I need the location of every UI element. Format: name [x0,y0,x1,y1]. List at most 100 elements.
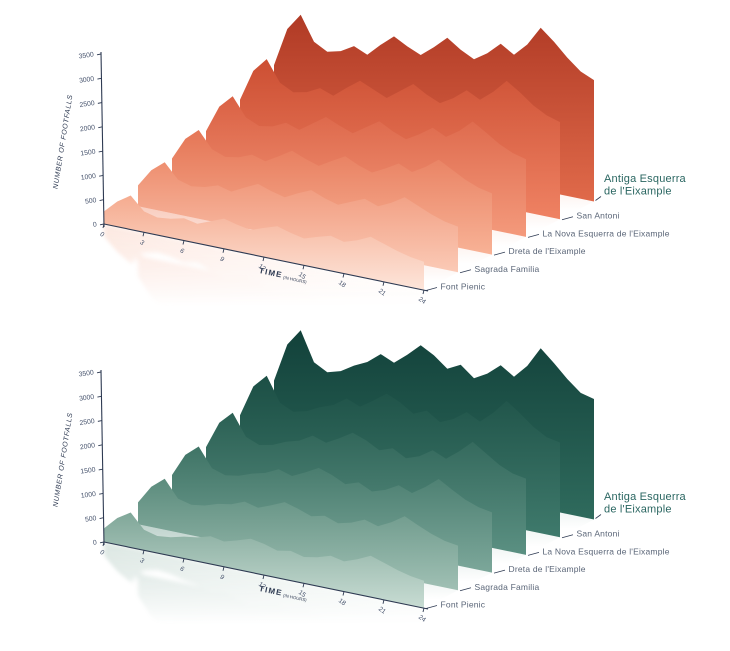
y-tick-label: 0 [93,221,98,228]
y-tick-label: 3500 [78,369,94,378]
x-tick [302,265,305,270]
y-tick-label: 1500 [80,149,96,158]
x-tick [182,240,185,245]
y-tick [97,102,102,104]
series-label-la-nova-esquerra-de-l-eixample: La Nova Esquerra de l'Eixample [543,546,670,556]
x-tick-label: 9 [218,256,225,264]
y-tick-label: 500 [85,515,97,524]
leader-line-la-nova-esquerra-de-l-eixample [527,552,540,556]
x-tick [302,583,305,588]
x-tick-label: 3 [138,557,145,565]
leader-line-dreta-de-l-eixample [493,251,506,256]
leader-line-sagrada-familia [459,269,472,274]
leader-line-sagrada-familia [459,587,472,592]
x-tick-label: 21 [377,288,387,298]
x-axis [103,223,429,292]
series-label-antiga-esquerra-de-l-eixample: de l'Eixample [604,186,672,198]
x-tick [422,289,425,295]
y-tick-label: 1000 [80,173,96,182]
y-tick [99,174,104,177]
x-tick-label: 24 [417,614,427,624]
y-tick [97,420,102,422]
x-tick-label: 0 [98,231,105,239]
leader-line-san-antoni [561,216,574,221]
series-label-sagrada-familia: Sagrada Familia [475,264,540,274]
x-tick [262,574,265,580]
x-tick-label: 3 [138,239,145,247]
y-tick [98,444,103,447]
axes [100,51,429,292]
ridges [104,330,594,608]
y-tick-label: 1000 [80,491,96,500]
x-tick-label: 18 [337,597,347,607]
leader-line-la-nova-esquerra-de-l-eixample [527,234,540,238]
x-tick [102,541,105,547]
x-tick-label: 9 [218,574,225,582]
x-tick [382,281,385,286]
x-tick-label: 15 [297,589,307,599]
ridgeline-chart-teal: 0 500 1000 1500 2000 2500 3000 3500 0 3 6 9 12 15 18 21… [53,330,686,651]
series-label-dreta-de-l-eixample: Dreta de l'Eixample [509,246,586,256]
x-tick [342,273,345,278]
y-axis-title: NUMBER OF FOOTFALLS [53,94,75,189]
x-tick [102,223,105,229]
ridgeline-chart-warm: 0 500 1000 1500 2000 2500 3000 3500 0 3 6 9 12 15 18 21… [53,14,687,330]
x-tick [142,232,145,237]
y-tick [98,468,103,471]
x-tick-label: 21 [377,606,387,616]
y-axis-title: NUMBER OF FOOTFALLS [53,412,75,507]
leader-line-dreta-de-l-eixample [493,569,506,574]
y-tick-label: 3000 [79,394,95,403]
y-tick-label: 2500 [79,100,95,109]
axes [100,369,429,610]
ridges [104,14,594,290]
x-tick-label: 24 [417,296,427,306]
x-tick [222,248,225,253]
x-tick-label: 15 [297,271,307,281]
y-tick-label: 500 [85,197,97,206]
y-tick [96,371,102,374]
leader-line-font-pienic [425,605,438,609]
x-tick-label: 12 [257,263,267,273]
x-tick [142,550,145,555]
reflection [104,224,526,330]
series-label-la-nova-esquerra-de-l-eixample: La Nova Esquerra de l'Eixample [543,228,670,238]
y-tick-label: 1500 [80,467,96,476]
x-axis [103,541,429,610]
series-label-dreta-de-l-eixample: Dreta de l'Eixample [509,564,586,574]
reflection [104,542,526,651]
y-tick [98,126,103,129]
series-label-sagrada-familia: Sagrada Familia [475,582,540,592]
leader-line-font-pienic [425,287,438,291]
series-label-font-pienic: Font Pienic [441,600,486,610]
series-label-font-pienic: Font Pienic [441,282,486,292]
y-tick-label: 3000 [79,76,95,85]
x-tick-label: 6 [178,247,185,255]
series-label-san-antoni: San Antoni [577,211,620,221]
ridge-font-pienic [104,195,424,290]
y-tick [97,77,102,80]
y-tick [98,150,103,153]
series-label-san-antoni: San Antoni [577,529,620,539]
series-label-antiga-esquerra-de-l-eixample: de l'Eixample [604,504,672,516]
leader-line-san-antoni [561,534,574,539]
y-tick [99,223,105,226]
y-tick-label: 2500 [79,418,95,427]
x-tick [422,607,425,613]
y-tick [97,395,102,398]
y-tick [99,492,104,495]
bottom-chart: 0 500 1000 1500 2000 2500 3000 3500 0 3 6 9 12 15 18 21… [0,330,730,651]
series-label-antiga-esquerra-de-l-eixample: Antiga Esquerra [604,173,687,185]
y-axis [100,51,105,228]
top-chart: 0 500 1000 1500 2000 2500 3000 3500 0 3 6 9 12 15 18 21… [53,14,687,330]
x-tick [182,558,185,563]
y-tick-label: 2000 [80,442,96,451]
x-tick [342,591,345,596]
y-tick-label: 2000 [80,124,96,133]
y-tick [99,517,104,519]
leader-line-antiga-esquerra-de-l-eixample [595,196,602,201]
ridge-font-pienic [104,512,424,608]
leader-line-antiga-esquerra-de-l-eixample [595,514,602,519]
y-tick-label: 0 [93,539,98,546]
x-tick-label: 6 [178,565,185,573]
